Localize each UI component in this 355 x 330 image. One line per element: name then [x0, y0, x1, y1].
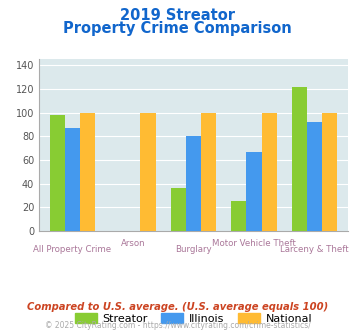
Bar — [65, 128, 80, 231]
Bar — [322, 113, 337, 231]
Text: Larceny & Theft: Larceny & Theft — [280, 245, 349, 254]
Bar — [186, 136, 201, 231]
Legend: Streator, Illinois, National: Streator, Illinois, National — [70, 309, 317, 328]
Bar — [80, 113, 95, 231]
Bar — [201, 113, 216, 231]
Bar — [50, 115, 65, 231]
Bar — [307, 122, 322, 231]
Bar — [141, 113, 155, 231]
Bar — [231, 201, 246, 231]
Text: Motor Vehicle Theft: Motor Vehicle Theft — [212, 239, 296, 248]
Text: Arson: Arson — [121, 239, 145, 248]
Bar — [246, 152, 262, 231]
Text: 2019 Streator: 2019 Streator — [120, 8, 235, 23]
Bar — [262, 113, 277, 231]
Text: Property Crime Comparison: Property Crime Comparison — [63, 21, 292, 36]
Text: Compared to U.S. average. (U.S. average equals 100): Compared to U.S. average. (U.S. average … — [27, 302, 328, 312]
Text: © 2025 CityRating.com - https://www.cityrating.com/crime-statistics/: © 2025 CityRating.com - https://www.city… — [45, 321, 310, 330]
Bar — [292, 86, 307, 231]
Bar — [171, 188, 186, 231]
Text: All Property Crime: All Property Crime — [33, 245, 111, 254]
Text: Burglary: Burglary — [175, 245, 212, 254]
